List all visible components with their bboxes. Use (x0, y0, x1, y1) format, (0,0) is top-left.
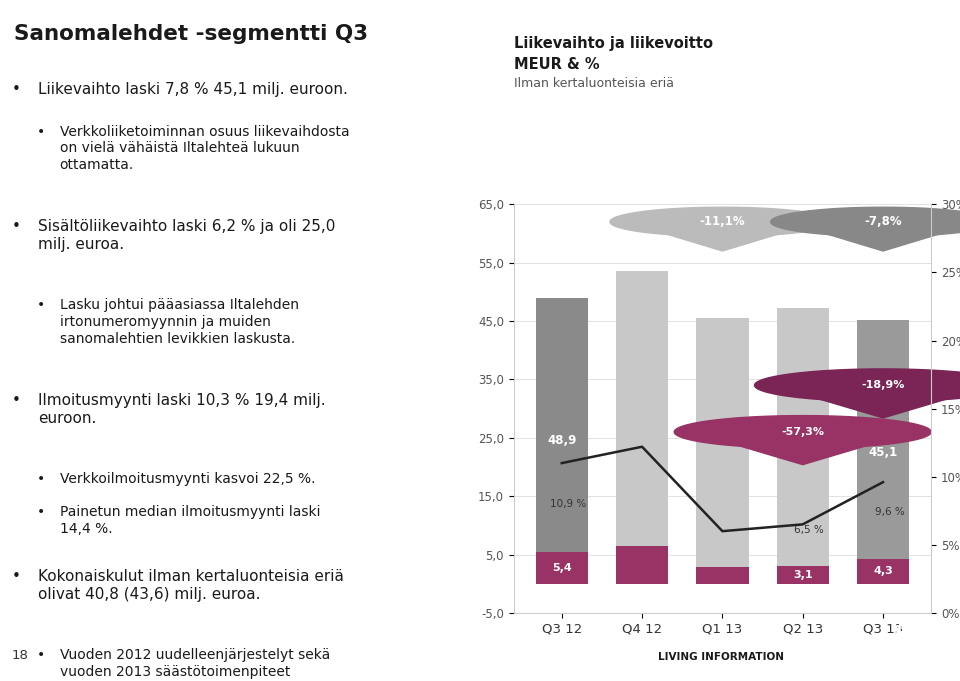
Text: Ilmoitusmyynti laski 10,3 % 19,4 milj.
euroon.: Ilmoitusmyynti laski 10,3 % 19,4 milj. e… (38, 393, 326, 426)
Text: Verkkoilmoitusmyynti kasvoi 22,5 %.: Verkkoilmoitusmyynti kasvoi 22,5 %. (60, 472, 315, 486)
Text: LIVING INFORMATION: LIVING INFORMATION (658, 652, 783, 662)
Text: MEUR & %: MEUR & % (514, 57, 599, 72)
Polygon shape (655, 231, 790, 251)
Text: Liikevaihto laski 7,8 % 45,1 milj. euroon.: Liikevaihto laski 7,8 % 45,1 milj. euroo… (38, 82, 348, 97)
Text: •: • (12, 219, 20, 234)
Text: Liikevaihto ja liikevoitto: Liikevaihto ja liikevoitto (514, 36, 712, 51)
Polygon shape (816, 231, 950, 251)
Polygon shape (726, 442, 879, 464)
Text: 4,3: 4,3 (874, 566, 893, 576)
Text: 9,6 %: 9,6 % (875, 507, 904, 517)
Bar (616, 272, 668, 584)
Text: AL
MA: AL MA (892, 622, 921, 659)
Text: Painetun median ilmoitusmyynti laski
14,4 %.: Painetun median ilmoitusmyynti laski 14,… (60, 505, 320, 536)
Text: •: • (36, 125, 45, 139)
Text: 18: 18 (12, 649, 29, 662)
Bar (777, 308, 828, 584)
Text: •: • (12, 82, 20, 97)
Text: Sanomalehdet -segmentti Q3: Sanomalehdet -segmentti Q3 (14, 24, 369, 44)
Bar (536, 298, 588, 584)
Bar (857, 321, 909, 584)
Polygon shape (755, 369, 960, 402)
Text: 6,5 %: 6,5 % (794, 525, 824, 535)
Text: -11,1%: -11,1% (700, 215, 745, 228)
Text: 48,9: 48,9 (547, 434, 576, 447)
Polygon shape (806, 395, 960, 418)
Bar (696, 318, 749, 584)
Text: •: • (12, 393, 20, 408)
Text: 47,3: 47,3 (788, 439, 817, 452)
Text: •: • (36, 298, 45, 313)
Text: 5,4: 5,4 (552, 563, 571, 573)
Text: 3,1: 3,1 (793, 570, 812, 580)
Text: -18,9%: -18,9% (861, 380, 904, 390)
Bar (777, 566, 828, 584)
Text: -7,8%: -7,8% (864, 215, 901, 228)
Text: 45,1: 45,1 (869, 445, 898, 458)
Text: Ilman kertaluonteisia eriä: Ilman kertaluonteisia eriä (514, 77, 674, 90)
Bar (616, 545, 668, 584)
Text: •: • (12, 569, 20, 584)
Text: -57,3%: -57,3% (781, 427, 825, 437)
Text: Lasku johtui pääasiassa Iltalehden
irtonumeromyynnin ja muiden
sanomalehtien lev: Lasku johtui pääasiassa Iltalehden irton… (60, 298, 299, 346)
Bar (536, 552, 588, 584)
Text: •: • (36, 505, 45, 520)
Bar (857, 558, 909, 584)
Text: 10,9 %: 10,9 % (550, 499, 587, 509)
Text: Verkkoliiketoiminnan osuus liikevaihdosta
on vielä vähäistä Iltalehteä lukuun
ot: Verkkoliiketoiminnan osuus liikevaihdost… (60, 125, 349, 172)
Text: Sisältöliikevaihto laski 6,2 % ja oli 25,0
milj. euroa.: Sisältöliikevaihto laski 6,2 % ja oli 25… (38, 219, 336, 252)
Text: •: • (36, 648, 45, 663)
Polygon shape (610, 207, 835, 236)
Text: Vuoden 2012 uudelleenjärjestelyt sekä
vuoden 2013 säästötoimenpiteet
vaikuttivat: Vuoden 2012 uudelleenjärjestelyt sekä vu… (60, 648, 330, 681)
Polygon shape (771, 207, 960, 236)
Text: Kokonaiskulut ilman kertaluonteisia eriä
olivat 40,8 (43,6) milj. euroa.: Kokonaiskulut ilman kertaluonteisia eriä… (38, 569, 345, 602)
Polygon shape (674, 415, 931, 448)
Bar (696, 567, 749, 584)
Text: •: • (36, 472, 45, 486)
